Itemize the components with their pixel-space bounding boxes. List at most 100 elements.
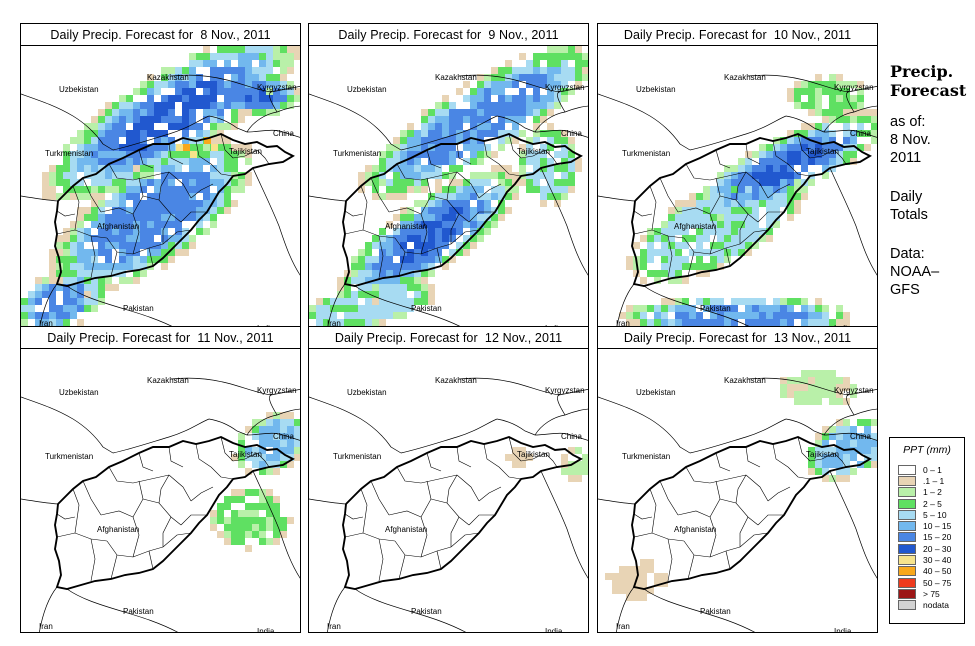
province-border (56, 210, 76, 217)
precip-cell (189, 88, 196, 95)
precip-cell (372, 284, 379, 291)
country-border (269, 91, 278, 113)
precip-cell (365, 249, 372, 256)
legend-item: 30 – 40 (890, 554, 964, 566)
country-border (557, 91, 566, 113)
precip-cell (815, 144, 822, 151)
precip-cell (231, 116, 238, 123)
precip-cell (442, 235, 449, 242)
precip-cell (661, 305, 668, 312)
precip-cell (273, 524, 280, 531)
precip-cell (323, 298, 330, 305)
precip-cell (414, 165, 421, 172)
precip-cell (112, 116, 119, 123)
precip-cell (63, 144, 70, 151)
precip-cell (815, 74, 822, 81)
precip-cell (119, 221, 126, 228)
country-label-iran: Iran (39, 622, 53, 631)
precip-cell (414, 242, 421, 249)
precip-cell (547, 137, 554, 144)
precip-cell (407, 277, 414, 284)
precip-cell (710, 193, 717, 200)
precip-cell (400, 291, 407, 298)
precip-cell (871, 433, 877, 440)
precip-cell (682, 242, 689, 249)
precip-cell (287, 88, 294, 95)
country-label-uzbekistan: Uzbekistan (347, 388, 387, 397)
precip-cell (189, 214, 196, 221)
precip-cell (280, 46, 287, 53)
precip-cell (266, 60, 273, 67)
precip-cell (815, 151, 822, 158)
country-border (21, 93, 114, 151)
precip-cell (238, 74, 245, 81)
precip-cell (533, 130, 540, 137)
precip-cell (287, 81, 294, 88)
precip-cell (252, 426, 259, 433)
precip-cell (766, 186, 773, 193)
precip-cell (98, 179, 105, 186)
precip-cell (822, 433, 829, 440)
country-label-turkmenistan: Turkmenistan (45, 452, 93, 461)
precip-cell (808, 468, 815, 475)
precip-cell (850, 109, 857, 116)
precip-cell (491, 186, 498, 193)
precip-cell (724, 221, 731, 228)
precip-cell (512, 447, 519, 454)
precip-cell (857, 109, 864, 116)
precip-cell (717, 242, 724, 249)
precip-cell (435, 193, 442, 200)
precip-cell (337, 298, 344, 305)
forecast-panel-nov9: Daily Precip. Forecast for 9 Nov., 2011 … (308, 23, 589, 330)
country-border (846, 394, 855, 416)
precip-cell (745, 221, 752, 228)
precip-cell (126, 144, 133, 151)
precip-cell (435, 256, 442, 263)
precip-cell (203, 172, 210, 179)
province-border (370, 177, 390, 213)
province-border (683, 540, 711, 558)
precip-cell (280, 95, 287, 102)
precip-cell (189, 144, 196, 151)
precip-cell (189, 158, 196, 165)
precip-cell (498, 137, 505, 144)
precip-cell (386, 263, 393, 270)
precip-cell (477, 186, 484, 193)
precip-cell (449, 193, 456, 200)
precip-cell (259, 419, 266, 426)
precip-cell (787, 88, 794, 95)
precip-cell (217, 158, 224, 165)
precip-cell (815, 130, 822, 137)
precip-cell (696, 235, 703, 242)
precip-cell (815, 158, 822, 165)
precip-cell (21, 312, 28, 319)
precip-cell (561, 172, 568, 179)
precip-cell (766, 207, 773, 214)
precip-cell (787, 172, 794, 179)
precip-cell (133, 263, 140, 270)
precip-cell (259, 461, 266, 468)
precip-cell (463, 193, 470, 200)
precip-cell (400, 193, 407, 200)
precip-cells (505, 447, 588, 482)
precip-cell (449, 165, 456, 172)
precip-cell (633, 587, 640, 594)
precip-cell (575, 468, 582, 475)
precip-cell (379, 179, 386, 186)
precip-cell (850, 130, 857, 137)
precip-cell (407, 207, 414, 214)
precip-cell (547, 46, 554, 53)
precip-cell (161, 74, 168, 81)
precip-cell (710, 242, 717, 249)
precip-cell (133, 165, 140, 172)
precip-cell (456, 165, 463, 172)
precip-cell (147, 88, 154, 95)
precip-cell (386, 312, 393, 319)
precip-cell (843, 433, 850, 440)
precip-cell (63, 158, 70, 165)
province-border (772, 443, 789, 468)
precip-cell (759, 186, 766, 193)
precip-cell (829, 165, 836, 172)
precip-cell (217, 46, 224, 53)
precip-cell (843, 151, 850, 158)
